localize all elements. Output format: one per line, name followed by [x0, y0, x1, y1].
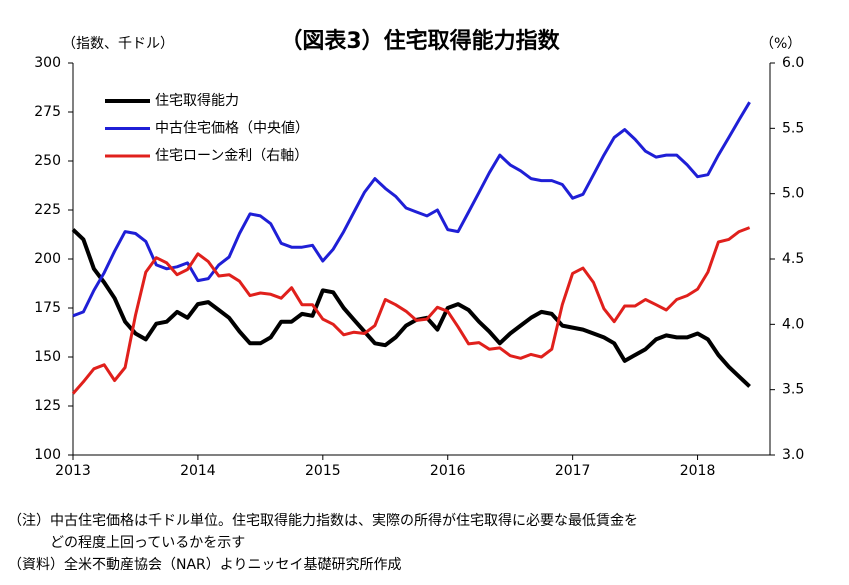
x-tick-label: 2016: [430, 463, 466, 479]
chart-title: （図表3）住宅取得能力指数: [280, 28, 560, 54]
y-tick-label: 175: [34, 300, 61, 316]
y2-tick-label: 6.0: [782, 55, 804, 71]
x-tick-label: 2015: [305, 463, 341, 479]
note: どの程度上回っているかを示す: [50, 535, 245, 551]
series-line: [72, 101, 751, 318]
y-tick-label: 225: [34, 202, 61, 218]
y-tick-label: 300: [34, 55, 61, 71]
series-line: [71, 228, 751, 388]
y2-axis-label: （%）: [760, 36, 801, 52]
y-tick-label: 100: [34, 447, 61, 463]
note: （注）中古住宅価格は千ドル単位。住宅取得能力指数は、実際の所得が住宅取得に必要な…: [8, 512, 638, 529]
legend-label: 住宅取得能力: [155, 92, 239, 109]
note: （資料）全米不動産協会（NAR）よりニッセイ基礎研究所作成: [8, 556, 402, 573]
series-line: [71, 226, 751, 395]
x-tick-label: 2018: [680, 463, 716, 479]
y-tick-label: 250: [34, 153, 61, 169]
y2-tick-label: 3.0: [782, 447, 804, 463]
y-tick-label: 150: [34, 349, 61, 365]
x-tick-label: 2017: [555, 463, 591, 479]
y-tick-label: 275: [34, 104, 61, 120]
y-tick-label: 200: [34, 251, 61, 267]
x-tick-label: 2014: [180, 463, 216, 479]
y2-tick-label: 3.5: [782, 382, 804, 398]
y2-tick-label: 5.0: [782, 186, 804, 202]
y2-tick-label: 4.5: [782, 251, 804, 267]
y-axis-label: （指数、千ドル）: [62, 36, 174, 52]
y2-tick-label: 4.0: [782, 316, 804, 332]
y2-tick-label: 5.5: [782, 120, 804, 136]
legend-label: 中古住宅価格（中央値）: [155, 121, 309, 137]
x-tick-label: 2013: [55, 463, 91, 479]
y-tick-label: 125: [34, 398, 61, 414]
legend-label: 住宅ローン金利（右軸）: [155, 148, 308, 164]
